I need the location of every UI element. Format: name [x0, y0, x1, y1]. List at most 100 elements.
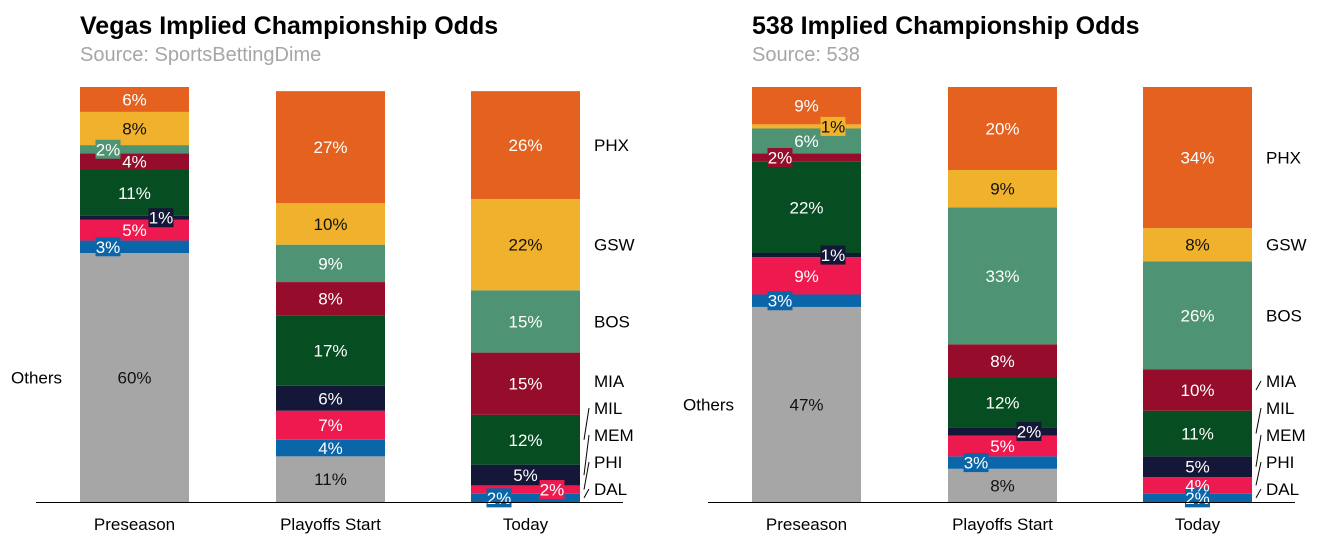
vegas-label-box-preseason-mem	[148, 208, 174, 228]
vegas-bar-preseason-mil	[80, 170, 189, 216]
538-bar-preseason-mil	[752, 161, 861, 253]
vegas-label-preseason-phi: 5%	[122, 221, 147, 240]
538-leader-line-mem	[1255, 434, 1262, 467]
538-label-playoffs-start-phx: 20%	[985, 120, 1019, 139]
538-bar-preseason-mem	[752, 253, 861, 258]
vegas-bar-today-bos	[471, 290, 580, 353]
538-bar-playoffs-start-phx	[948, 87, 1057, 170]
vegas-bar-playoffs-start-phi	[276, 410, 385, 440]
vegas-bar-preseason-gsw	[80, 111, 189, 146]
538-category-label-today: Today	[1175, 515, 1221, 534]
vegas-legend-bos: BOS	[594, 312, 630, 331]
538-label-preseason-mia: 2%	[768, 149, 793, 168]
vegas-label-playoffs-start-phx: 27%	[313, 138, 347, 157]
538-label-today-gsw: 8%	[1185, 236, 1210, 255]
vegas-legend-mia: MIA	[594, 372, 625, 391]
vegas-label-playoffs-start-mil: 17%	[313, 342, 347, 361]
vegas-label-preseason-gsw: 8%	[122, 120, 147, 139]
vegas-bar-playoffs-start-others	[276, 456, 385, 502]
538-legend-phx: PHX	[1266, 149, 1301, 168]
vegas-bar-playoffs-start-gsw	[276, 203, 385, 245]
vegas-bar-preseason-others	[80, 253, 189, 502]
vegas-label-playoffs-start-mem: 6%	[318, 389, 343, 408]
vegas-bar-today-dal	[471, 493, 580, 502]
vegas-chart-title: Vegas Implied Championship Odds	[80, 12, 498, 40]
538-legend-bos: BOS	[1266, 306, 1302, 325]
538-bar-today-bos	[1143, 261, 1252, 370]
538-bar-preseason-others	[752, 306, 861, 502]
vegas-label-today-phi: 2%	[540, 481, 565, 500]
538-legend-mia: MIA	[1266, 372, 1297, 391]
538-label-today-mia: 10%	[1180, 381, 1214, 400]
538-label-box-playoffs-start-mem	[1016, 421, 1042, 441]
538-leader-line-mia	[1255, 380, 1262, 391]
vegas-label-today-mil: 12%	[508, 431, 542, 450]
538-legend-gsw: GSW	[1266, 236, 1307, 255]
538-bar-today-phi	[1143, 477, 1252, 494]
538-label-box-playoffs-start-dal	[963, 453, 989, 473]
vegas-label-preseason-mil: 11%	[118, 184, 151, 203]
vegas-bar-playoffs-start-bos	[276, 244, 385, 283]
538-label-preseason-gsw: 1%	[821, 117, 846, 136]
vegas-bar-today-mil	[471, 414, 580, 465]
vegas-label-box-preseason-dal	[95, 237, 121, 257]
vegas-label-preseason-bos: 2%	[96, 140, 121, 159]
538-label-preseason-others: 47%	[789, 395, 823, 414]
538-category-label-playoffs-start: Playoffs Start	[952, 515, 1053, 534]
538-label-playoffs-start-phi: 5%	[990, 437, 1015, 456]
538-label-box-preseason-mem	[820, 245, 846, 265]
vegas-chart-subtitle: Source: SportsBettingDime	[80, 44, 321, 66]
538-legend-mil: MIL	[1266, 399, 1294, 418]
538-label-today-mem: 5%	[1185, 458, 1210, 477]
vegas-label-today-mia: 15%	[508, 375, 542, 394]
538-label-preseason-dal: 3%	[768, 292, 793, 311]
vegas-legend-phi: PHI	[594, 453, 622, 472]
vegas-label-today-mem: 5%	[513, 466, 538, 485]
vegas-bar-playoffs-start-mem	[276, 385, 385, 411]
vegas-legend-dal: DAL	[594, 480, 627, 499]
vegas-label-today-bos: 15%	[508, 312, 542, 331]
vegas-label-preseason-phx: 6%	[122, 90, 147, 109]
vegas-leader-line-phi	[583, 461, 590, 490]
vegas-legend-gsw: GSW	[594, 236, 635, 255]
538-bar-playoffs-start-mil	[948, 377, 1057, 428]
vegas-bar-today-phx	[471, 91, 580, 200]
vegas-label-preseason-others: 60%	[117, 369, 151, 388]
538-label-preseason-phx: 9%	[794, 97, 819, 116]
538-label-playoffs-start-mil: 12%	[985, 393, 1019, 412]
vegas-bar-preseason-bos	[80, 145, 189, 154]
vegas-label-preseason-dal: 3%	[96, 238, 121, 257]
538-leader-line-phi	[1255, 461, 1262, 486]
vegas-bar-today-mia	[471, 352, 580, 415]
538-legend-phi: PHI	[1266, 453, 1294, 472]
538-bar-today-mem	[1143, 456, 1252, 478]
538-label-preseason-mem: 1%	[821, 246, 846, 265]
538-label-playoffs-start-mia: 8%	[990, 352, 1015, 371]
vegas-bar-preseason-phx	[80, 87, 189, 112]
538-bar-today-gsw	[1143, 228, 1252, 262]
vegas-label-playoffs-start-dal: 4%	[318, 439, 343, 458]
538-label-today-phx: 34%	[1180, 149, 1214, 168]
vegas-label-today-dal: 2%	[487, 489, 512, 508]
vegas-label-preseason-mia: 4%	[122, 153, 147, 172]
538-label-playoffs-start-dal: 3%	[964, 454, 989, 473]
538-label-playoffs-start-bos: 33%	[985, 267, 1019, 286]
vegas-label-playoffs-start-bos: 9%	[318, 254, 343, 273]
vegas-category-label-preseason: Preseason	[94, 515, 175, 534]
538-leader-line-dal	[1255, 488, 1262, 499]
vegas-label-preseason-mem: 1%	[149, 209, 174, 228]
538-label-box-preseason-gsw	[820, 116, 846, 136]
vegas-leader-line-mem	[583, 434, 590, 476]
538-label-preseason-mil: 22%	[789, 198, 823, 217]
vegas-leader-line-mil	[583, 407, 590, 440]
vegas-label-playoffs-start-mia: 8%	[318, 290, 343, 309]
vegas-label-box-preseason-bos	[95, 139, 121, 159]
538-bar-preseason-mia	[752, 153, 861, 162]
538-label-today-mil: 11%	[1181, 425, 1214, 444]
vegas-bar-today-phi	[471, 485, 580, 494]
538-bar-playoffs-start-others	[948, 468, 1057, 502]
vegas-bar-today-gsw	[471, 199, 580, 291]
538-label-box-preseason-mia	[767, 148, 793, 168]
538-bar-today-mil	[1143, 410, 1252, 457]
